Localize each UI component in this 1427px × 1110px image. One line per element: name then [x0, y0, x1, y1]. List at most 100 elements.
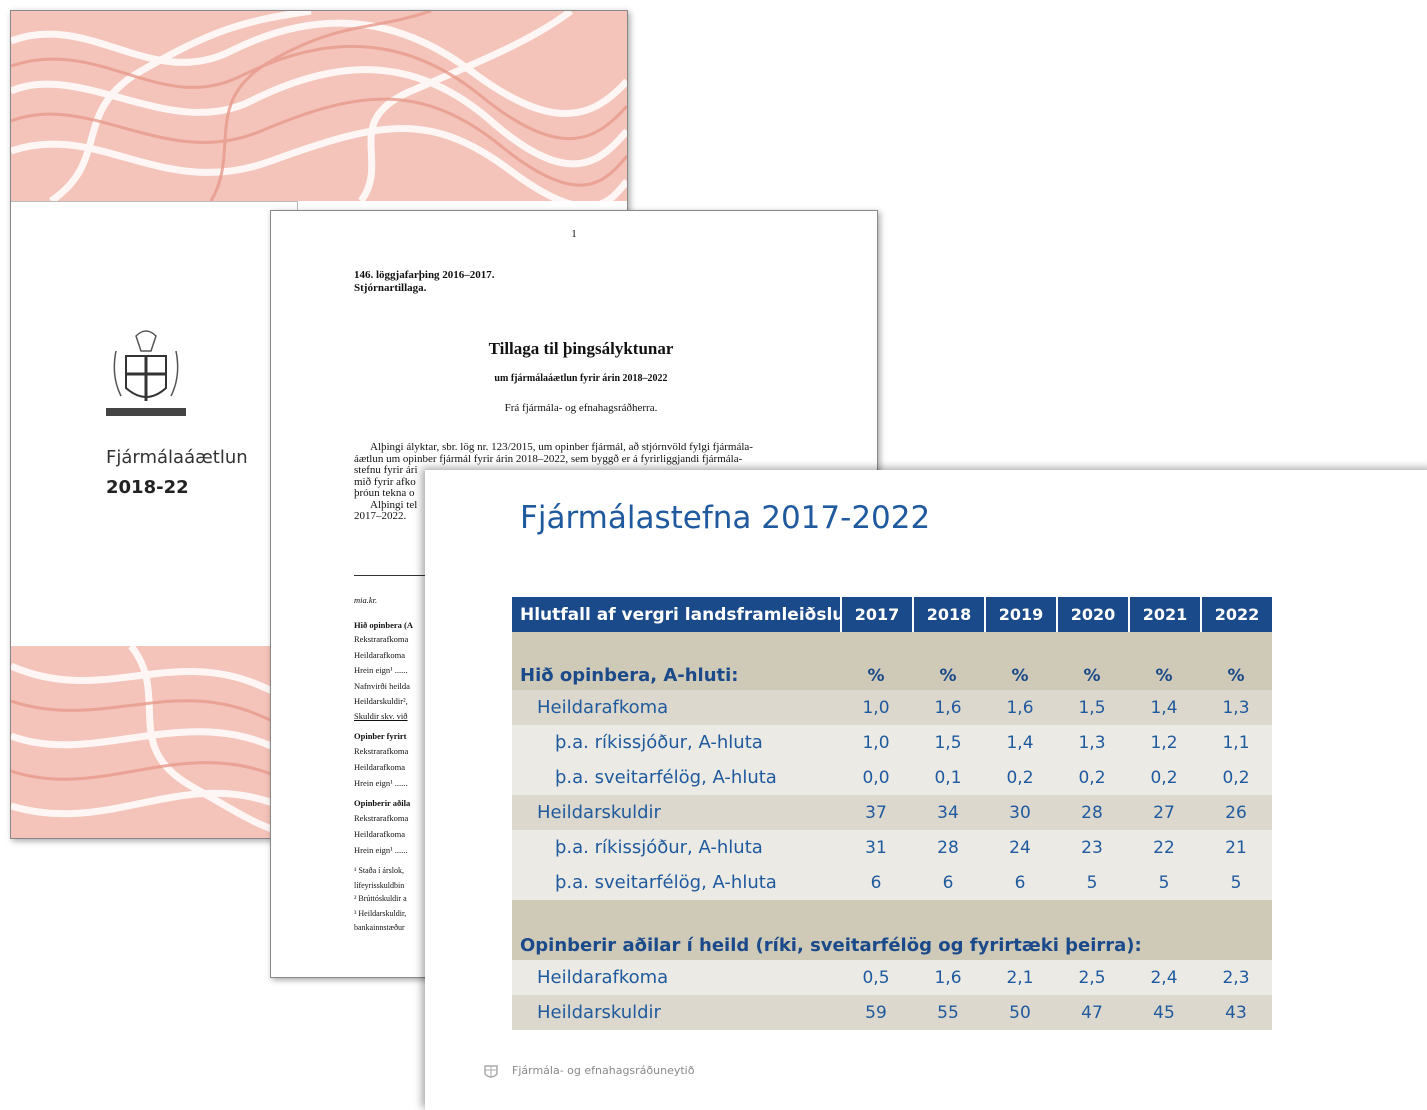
row-value: 5 — [1056, 865, 1128, 900]
unit: % — [984, 632, 1056, 690]
row-value: 2,3 — [1200, 960, 1272, 995]
row-value: 2,4 — [1128, 960, 1200, 995]
cover-years: 2018-22 — [106, 477, 189, 498]
row-value: 6 — [840, 865, 912, 900]
row-value: 0,2 — [1200, 760, 1272, 795]
row-value: 6 — [912, 865, 984, 900]
row-value: 50 — [984, 995, 1056, 1030]
paragraph-line: stefnu fyrir ári — [354, 464, 418, 476]
unit: % — [912, 632, 984, 690]
row-value: 0,1 — [912, 760, 984, 795]
rule — [354, 575, 444, 576]
header-cell: 2018 — [912, 597, 984, 632]
row-value: 1,0 — [840, 690, 912, 725]
footnote-fragment: lífeyrisskuldbin — [354, 881, 405, 890]
table-fragment: Opinber fyrirt — [354, 731, 407, 741]
table-fragment: mia.kr. — [354, 595, 378, 605]
row-value: 1,4 — [984, 725, 1056, 760]
row-value: 55 — [912, 995, 984, 1030]
paragraph-line: Alþingi ályktar, sbr. lög nr. 123/2015, … — [370, 441, 753, 453]
row-value: 43 — [1200, 995, 1272, 1030]
row-value: 1,2 — [1128, 725, 1200, 760]
table-fragment: Hrein eign¹ ...... — [354, 665, 408, 675]
unit: % — [1200, 632, 1272, 690]
row-value: 2,1 — [984, 960, 1056, 995]
table-fragment: Heildarafkoma — [354, 762, 405, 772]
row-value: 21 — [1200, 830, 1272, 865]
row-value: 23 — [1056, 830, 1128, 865]
paragraph-line: áætlun um opinber fjármál fyrir árin 201… — [354, 452, 743, 465]
row-value: 0,2 — [1056, 760, 1128, 795]
footnote-fragment: bankainnstæður — [354, 923, 405, 932]
slide: Fjármálastefna 2017-2022 Fjármála- og ef… — [425, 470, 1427, 1110]
row-value: 30 — [984, 795, 1056, 830]
footnote-fragment: ³ Heildarskuldir, — [354, 909, 407, 918]
footnote-fragment: ² Brúttóskuldir a — [354, 894, 407, 903]
row-label: Heildarafkoma — [512, 960, 840, 995]
row-value: 0,0 — [840, 760, 912, 795]
row-value: 1,0 — [840, 725, 912, 760]
table-fragment: Opinberir aðila — [354, 798, 411, 808]
row-label: Heildarafkoma — [512, 690, 840, 725]
unit: % — [1128, 632, 1200, 690]
paragraph-line: 2017–2022. — [354, 510, 407, 522]
table-fragment: Heildarskuldir², — [354, 696, 408, 706]
table-fragment: Nafnvirði heilda — [354, 681, 410, 691]
row-value: 5 — [1128, 865, 1200, 900]
section-label: Hið opinbera, A-hluti: — [512, 632, 840, 690]
row-value: 22 — [1128, 830, 1200, 865]
row-label: þ.a. sveitarfélög, A-hluta — [512, 865, 840, 900]
paragraph-line: mið fyrir afko — [354, 475, 416, 488]
table-fragment: Heildarafkoma — [354, 829, 405, 839]
row-value: 47 — [1056, 995, 1128, 1030]
footnote-fragment: ¹ Staða í árslok, — [354, 866, 404, 875]
row-label: þ.a. ríkissjóður, A-hluta — [512, 830, 840, 865]
table-fragment: Skuldir skv. við — [354, 711, 408, 721]
row-value: 5 — [1200, 865, 1272, 900]
row-value: 37 — [840, 795, 912, 830]
row-label: þ.a. sveitarfélög, A-hluta — [512, 760, 840, 795]
row-value: 6 — [984, 865, 1056, 900]
row-label: Heildarskuldir — [512, 795, 840, 830]
row-label: Heildarskuldir — [512, 995, 840, 1030]
paragraph-line: þróun tekna o — [354, 487, 415, 499]
row-label: þ.a. ríkissjóður, A-hluta — [512, 725, 840, 760]
row-value: 1,6 — [984, 690, 1056, 725]
row-value: 2,5 — [1056, 960, 1128, 995]
coat-of-arms — [106, 330, 186, 416]
row-value: 1,6 — [912, 960, 984, 995]
section-label: Opinberir aðilar í heild (ríki, sveitarf… — [512, 900, 1272, 960]
doc-from: Frá fjármála- og efnahagsráðherra. — [504, 402, 658, 414]
row-value: 45 — [1128, 995, 1200, 1030]
row-value: 27 — [1128, 795, 1200, 830]
header-cell: 2022 — [1200, 597, 1272, 632]
marble-top — [11, 11, 627, 201]
cover-title: Fjármálaáætlun — [106, 447, 248, 468]
table-fragment: Rekstrarafkoma — [354, 746, 409, 756]
row-value: 1,4 — [1128, 690, 1200, 725]
table-fragment: Heildarafkoma — [354, 650, 405, 660]
row-value: 26 — [1200, 795, 1272, 830]
kind: Stjórnartillaga. — [354, 282, 427, 294]
header-cell: 2017 — [840, 597, 912, 632]
doc-subtitle: um fjármálaáætlun fyrir árin 2018–2022 — [494, 373, 668, 384]
doc-title: Tillaga til þingsályktunar — [488, 339, 674, 358]
row-value: 0,2 — [1128, 760, 1200, 795]
row-value: 28 — [912, 830, 984, 865]
footer-logo — [484, 1065, 498, 1078]
row-value: 1,1 — [1200, 725, 1272, 760]
table-fragment: Rekstrarafkoma — [354, 813, 409, 823]
table-fragment: Rekstrarafkoma — [354, 634, 409, 644]
row-value: 59 — [840, 995, 912, 1030]
table-fragment: Hið opinbera (A — [354, 620, 414, 630]
row-value: 28 — [1056, 795, 1128, 830]
slide-title: Fjármálastefna 2017-2022 — [520, 500, 931, 536]
unit: % — [840, 632, 912, 690]
header-cell: Hlutfall af vergri landsframleiðslu — [512, 597, 844, 632]
row-value: 0,2 — [984, 760, 1056, 795]
header-cell: 2021 — [1128, 597, 1200, 632]
slide-footer: Fjármála- og efnahagsráðuneytið — [512, 1064, 695, 1077]
page-number: 1 — [571, 228, 577, 240]
row-value: 0,5 — [840, 960, 912, 995]
